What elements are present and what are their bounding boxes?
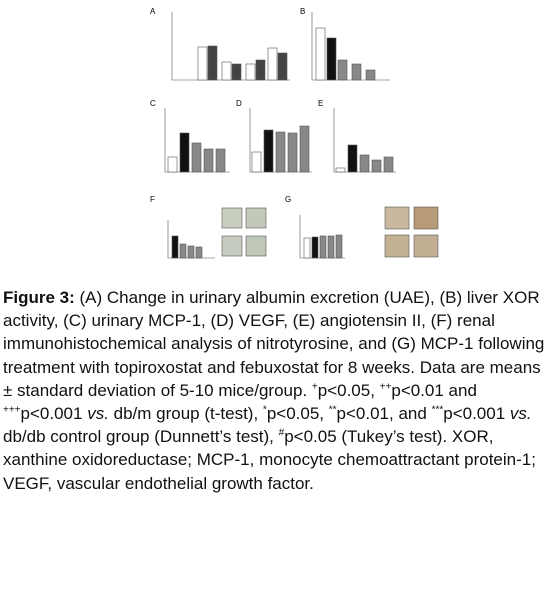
caption-text: p<0.01 and <box>391 380 477 400</box>
sup: ++ <box>379 381 392 393</box>
caption-text: p<0.05 (Tukey’s test). XOR, xanthine oxi… <box>3 427 536 493</box>
panel-a <box>171 12 290 81</box>
panel-label: A <box>150 7 156 16</box>
panel-label: C <box>150 99 156 108</box>
sup: *** <box>431 404 444 416</box>
panel-label: F <box>150 195 155 204</box>
caption-label: Figure 3: <box>3 288 75 307</box>
caption: Figure 3: (A) Change in urinary albumin … <box>3 286 553 495</box>
panel-b <box>311 12 390 81</box>
caption-text: p<0.05, <box>266 404 329 424</box>
panel-label: E <box>318 99 323 108</box>
sup: + <box>311 381 318 393</box>
figure: A B C D E F G <box>150 7 439 259</box>
caption-text: (A) Change in urinary albumin excretion … <box>3 288 545 400</box>
italic: vs. <box>509 404 532 424</box>
panel-label: B <box>300 7 305 16</box>
caption-text: db/m group (t-test), <box>108 404 263 424</box>
panels-fg <box>167 206 439 259</box>
caption-text: db/db control group (Dunnett’s test), <box>3 427 279 447</box>
sup: +++ <box>3 404 21 416</box>
caption-text: p<0.001 <box>20 404 88 424</box>
caption-text: p<0.01, and <box>336 404 432 424</box>
italic: vs. <box>87 404 109 424</box>
panel-label: D <box>236 99 242 108</box>
sup: # <box>278 427 285 439</box>
caption-text: p<0.001 <box>443 404 510 424</box>
panels-cde <box>164 108 396 173</box>
panel-label: G <box>285 195 291 204</box>
caption-text: p<0.05, <box>317 380 380 400</box>
sup: ** <box>328 404 337 416</box>
sup: * <box>262 404 267 416</box>
